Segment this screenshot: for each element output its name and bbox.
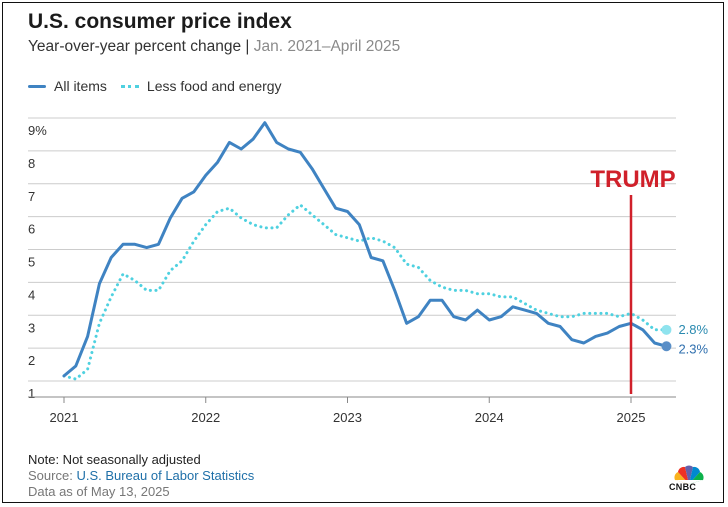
note-source: Source: U.S. Bureau of Labor Statistics bbox=[28, 468, 254, 484]
legend-item-core: Less food and energy bbox=[120, 78, 282, 94]
x-tick-label: 2024 bbox=[475, 410, 504, 425]
y-tick-label: 6 bbox=[28, 222, 35, 237]
cnbc-peacock-logo-icon bbox=[674, 465, 704, 484]
legend-item-all-items: All items bbox=[28, 78, 107, 94]
y-tick-label: 2 bbox=[28, 353, 35, 368]
legend-label-all-items: All items bbox=[54, 78, 107, 94]
chart-notes: Note: Not seasonally adjusted Source: U.… bbox=[28, 452, 254, 500]
series-line-less-food-and-energy bbox=[62, 203, 668, 381]
cnbc-logo-text: CNBC bbox=[669, 482, 697, 492]
end-label-less-food-and-energy: 2.8% bbox=[678, 322, 708, 337]
legend: All items Less food and energy bbox=[28, 78, 296, 94]
note-data-as-of: Data as of May 13, 2025 bbox=[28, 484, 170, 499]
y-tick-label: 9% bbox=[28, 123, 47, 138]
annotation-label: TRUMP bbox=[590, 166, 675, 193]
y-tick-label: 1 bbox=[28, 386, 35, 401]
legend-swatch-solid bbox=[28, 84, 46, 88]
source-link[interactable]: U.S. Bureau of Labor Statistics bbox=[76, 468, 255, 483]
legend-label-core: Less food and energy bbox=[146, 78, 282, 94]
y-tick-label: 4 bbox=[28, 287, 35, 302]
y-tick-label: 5 bbox=[28, 255, 35, 270]
chart-subtitle: Year-over-year percent change | Jan. 202… bbox=[28, 38, 400, 56]
source-prefix: Source: bbox=[28, 468, 73, 483]
x-tick-label: 2025 bbox=[617, 410, 646, 425]
note-seasonal: Note: Not seasonally adjusted bbox=[28, 452, 201, 467]
end-point-less-food-and-energy bbox=[661, 324, 672, 335]
y-tick-label: 8 bbox=[28, 156, 35, 171]
date-range: Jan. 2021–April 2025 bbox=[253, 38, 401, 55]
x-tick-label: 2023 bbox=[333, 410, 362, 425]
subtitle-text: Year-over-year percent change | bbox=[28, 38, 250, 55]
x-tick-label: 2021 bbox=[50, 410, 79, 425]
x-tick-label: 2022 bbox=[191, 410, 220, 425]
series-line-all-items bbox=[62, 121, 668, 378]
end-label-all-items: 2.3% bbox=[678, 341, 708, 356]
y-tick-label: 7 bbox=[28, 189, 35, 204]
chart-title: U.S. consumer price index bbox=[28, 10, 292, 33]
y-tick-label: 3 bbox=[28, 320, 35, 335]
legend-swatch-dotted bbox=[120, 84, 139, 88]
end-point-all-items bbox=[661, 341, 672, 352]
